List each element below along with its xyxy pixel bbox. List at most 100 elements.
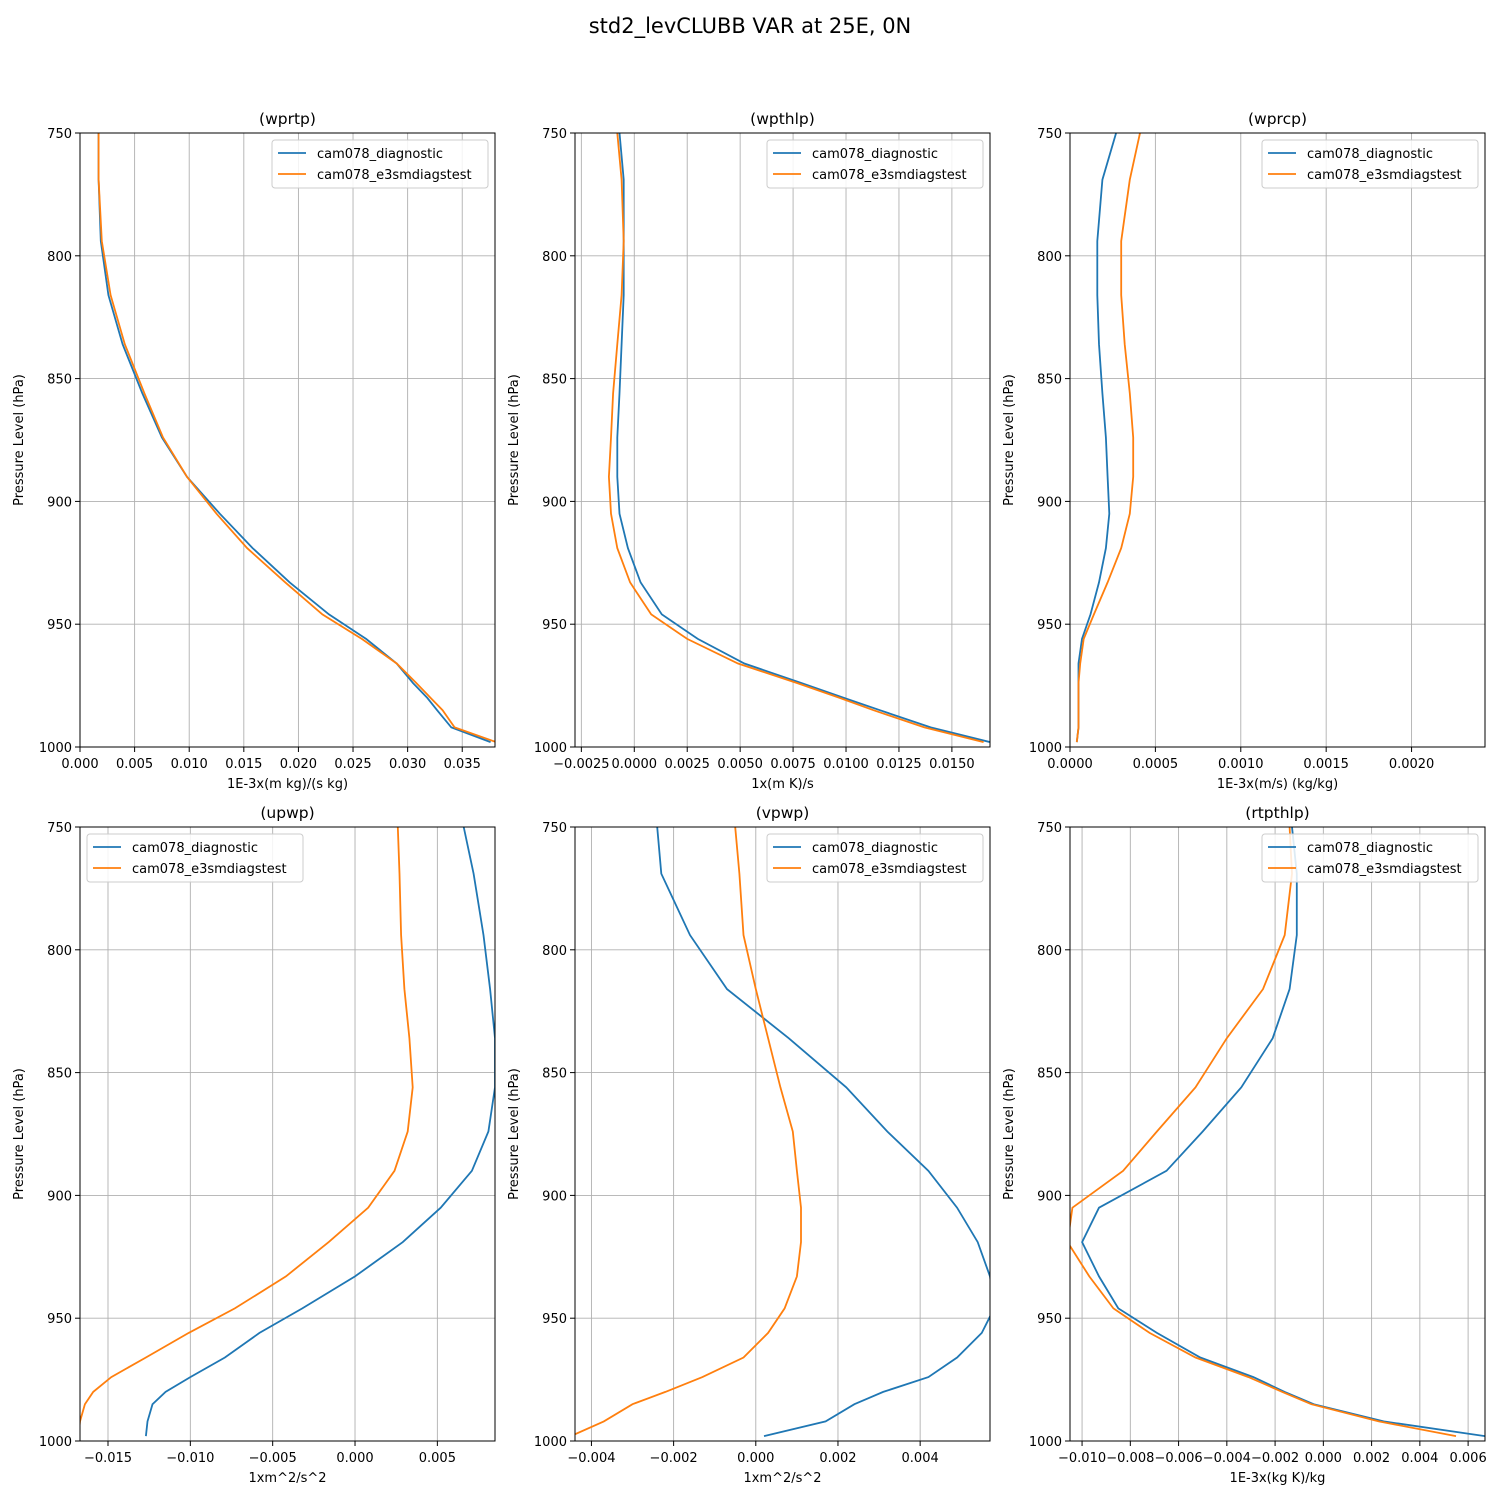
x-tick-label: 0.0015	[1303, 757, 1349, 772]
y-tick-label: 850	[47, 373, 72, 388]
axes-frame	[574, 826, 991, 1442]
x-tick-label: 0.005	[116, 757, 153, 772]
series-line-1	[575, 827, 802, 1436]
legend-box	[1261, 139, 1479, 189]
y-tick-label: 800	[542, 250, 567, 265]
subplot-rtpthlp: −0.010 −0.008 −0.006 −0.004 −0.002 0.000 0.002…	[1002, 804, 1487, 1486]
x-tick-label: −0.010	[1058, 1451, 1106, 1466]
y-tick-label: 1000	[1029, 741, 1062, 756]
y-tick-label: 800	[542, 944, 567, 959]
subplot-title: (rtpthlp)	[1245, 804, 1309, 822]
subplot-wprcp: 0.0000 0.0005 0.0010 0.0015 0.0020 750 800 850 9…	[1002, 110, 1486, 792]
legend-label-1: cam078_e3smdiagstest	[812, 862, 967, 877]
legend-label-1: cam078_e3smdiagstest	[317, 168, 472, 183]
x-tick-label: −0.005	[249, 1451, 297, 1466]
y-tick-label: 750	[542, 821, 567, 836]
legend-box	[271, 139, 489, 189]
series-line-0	[1081, 827, 1485, 1437]
x-axis-label: 1x(m K)/s	[751, 777, 814, 792]
y-tick-label: 800	[1037, 250, 1062, 265]
y-tick-label: 1000	[534, 1435, 567, 1450]
x-axis-label: 1E-3x(kg K)/kg	[1230, 1471, 1326, 1486]
subplot-wpthlp: −0.0025 0.0000 0.0025 0.0050 0.0075 0.0100 0.0…	[507, 110, 991, 792]
subplot-wprtp: 0.000 0.005 0.010 0.015 0.020 0.025 0.030 0.035…	[12, 110, 496, 792]
subplot-title: (vpwp)	[756, 804, 810, 822]
subplot-title: (upwp)	[260, 804, 314, 822]
series-line-1	[1070, 827, 1457, 1437]
legend-label-1: cam078_e3smdiagstest	[1307, 862, 1462, 877]
x-tick-label: 0.002	[819, 1451, 856, 1466]
y-tick-label: 1000	[534, 741, 567, 756]
y-tick-label: 750	[47, 821, 72, 836]
legend: cam078_diagnostic cam078_e3smdiagstest	[86, 833, 304, 883]
x-axis-label: 1E-3x(m kg)/(s kg)	[227, 777, 348, 792]
y-axis-label: Pressure Level (hPa)	[507, 374, 522, 506]
series-line-1	[1075, 133, 1141, 743]
x-tick-label: 0.020	[280, 757, 317, 772]
legend: cam078_diagnostic cam078_e3smdiagstest	[271, 139, 489, 189]
series-line-1	[80, 827, 414, 1430]
x-tick-label: 0.0025	[664, 757, 710, 772]
x-tick-label: −0.002	[650, 1451, 698, 1466]
x-tick-label: 0.010	[171, 757, 208, 772]
subplot-vpwp: −0.004 −0.002 0.000 0.002 0.004 750 800 850 900 9…	[507, 804, 991, 1486]
axes-frame	[1069, 132, 1486, 748]
x-tick-label: 0.035	[444, 757, 481, 772]
y-tick-label: 850	[542, 373, 567, 388]
series-line-0	[145, 827, 495, 1437]
x-tick-label: −0.006	[1155, 1451, 1203, 1466]
legend-label-0: cam078_diagnostic	[812, 841, 938, 856]
axes-frame	[79, 132, 496, 748]
x-tick-label: −0.004	[1203, 1451, 1251, 1466]
x-tick-label: 0.006	[1450, 1451, 1487, 1466]
x-tick-label: 0.0010	[1218, 757, 1264, 772]
series-line-0	[616, 133, 990, 743]
x-tick-label: 0.004	[902, 1451, 939, 1466]
x-tick-label: 0.025	[334, 757, 371, 772]
axes-frame	[79, 826, 496, 1442]
y-axis-label: Pressure Level (hPa)	[12, 1068, 27, 1200]
y-tick-label: 1000	[39, 1435, 72, 1450]
legend-label-1: cam078_e3smdiagstest	[812, 168, 967, 183]
legend: cam078_diagnostic cam078_e3smdiagstest	[1261, 833, 1479, 883]
y-tick-label: 950	[1037, 618, 1062, 633]
y-tick-label: 800	[1037, 944, 1062, 959]
y-tick-label: 900	[542, 1189, 567, 1204]
y-tick-label: 850	[542, 1067, 567, 1082]
y-tick-label: 850	[1037, 373, 1062, 388]
x-tick-label: 0.0050	[717, 757, 763, 772]
series-line-1	[607, 133, 984, 743]
subplot-title: (wpthlp)	[750, 110, 815, 128]
y-tick-label: 1000	[1029, 1435, 1062, 1450]
x-tick-label: 0.015	[225, 757, 262, 772]
figure-title: std2_levCLUBB VAR at 25E, 0N	[588, 14, 912, 38]
subplot-title: (wprtp)	[259, 110, 316, 128]
x-tick-label: −0.002	[1251, 1451, 1299, 1466]
y-tick-label: 950	[47, 1312, 72, 1327]
x-tick-label: 0.000	[1305, 1451, 1342, 1466]
y-tick-label: 950	[1037, 1312, 1062, 1327]
x-tick-label: 0.030	[389, 757, 426, 772]
legend: cam078_diagnostic cam078_e3smdiagstest	[1261, 139, 1479, 189]
x-tick-label: 0.000	[737, 1451, 774, 1466]
series-line-0	[656, 827, 990, 1437]
x-tick-label: −0.0025	[553, 757, 609, 772]
x-tick-label: 0.0100	[823, 757, 869, 772]
legend-label-0: cam078_diagnostic	[1307, 841, 1433, 856]
y-tick-label: 950	[542, 1312, 567, 1327]
x-tick-label: 0.0005	[1133, 757, 1179, 772]
y-tick-label: 950	[47, 618, 72, 633]
x-tick-label: 0.0000	[1047, 757, 1093, 772]
y-tick-label: 900	[47, 495, 72, 510]
legend-box	[86, 833, 304, 883]
x-axis-label: 1xm^2/s^2	[248, 1471, 326, 1486]
x-tick-label: −0.015	[84, 1451, 132, 1466]
axes-frame	[574, 132, 991, 748]
x-tick-label: 0.0075	[770, 757, 816, 772]
legend: cam078_diagnostic cam078_e3smdiagstest	[766, 139, 984, 189]
subplot-title: (wprcp)	[1248, 110, 1307, 128]
y-tick-label: 900	[1037, 495, 1062, 510]
x-tick-label: −0.010	[166, 1451, 214, 1466]
legend-label-1: cam078_e3smdiagstest	[1307, 168, 1462, 183]
